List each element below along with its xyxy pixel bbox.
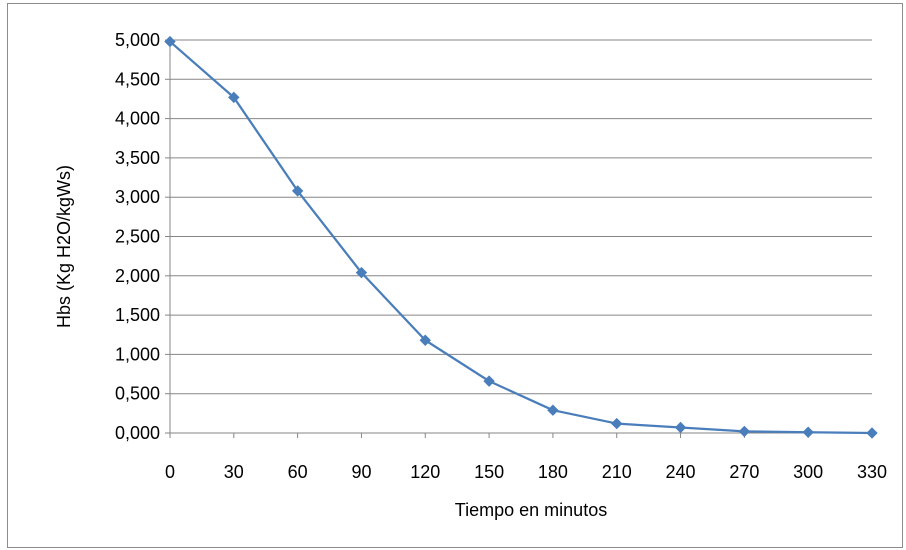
series-line [169,40,873,435]
data-point [738,425,751,438]
y-tick-labels: 0,000 0,500 1,000 1,500 2,000 2,500 3,000 3,500… [115,30,160,443]
data-point [866,427,878,439]
y-tick-label: 3,000 [115,187,160,207]
y-axis-title: Hbs (Kg H2O/kgWs) [54,165,74,328]
data-point [291,185,304,197]
x-tick-label: 150 [474,462,504,482]
x-tick-label: 270 [729,462,759,482]
x-tick-label: 330 [857,462,887,482]
x-tick-label: 240 [666,462,696,482]
data-point [228,91,240,104]
x-tick-label: 180 [538,462,568,482]
data-point [419,334,431,346]
x-tick-label: 30 [224,462,244,482]
data-series [164,35,878,439]
axes [165,39,873,438]
x-tick-label: 120 [410,462,440,482]
gridlines [170,39,872,395]
data-point [802,426,814,438]
data-point [164,35,176,48]
y-tick-label: 2,000 [115,266,160,286]
data-point [611,417,623,430]
y-tick-label: 5,000 [115,30,160,50]
y-tick-label: 4,500 [115,69,160,89]
x-tick-label: 90 [351,462,371,482]
y-tick-label: 1,000 [115,344,160,364]
x-tick-label: 210 [602,462,632,482]
data-point [674,421,687,434]
y-tick-label: 3,500 [115,148,160,168]
x-tick-label: 300 [793,462,823,482]
x-axis-title: Tiempo en minutos [455,500,607,520]
data-point [483,375,495,387]
x-tick-label: 0 [165,462,175,482]
x-tick-label: 60 [288,462,308,482]
y-tick-label: 4,000 [115,109,160,129]
data-point [355,266,368,279]
y-tick-label: 2,500 [115,227,160,247]
data-point [547,404,559,416]
y-tick-label: 1,500 [115,305,160,325]
y-tick-label: 0,500 [115,384,160,404]
y-tick-label: 0,000 [115,423,160,443]
x-tick-labels: 0 30 60 90 120 150 180 210 240 270 300 330 [165,462,887,482]
